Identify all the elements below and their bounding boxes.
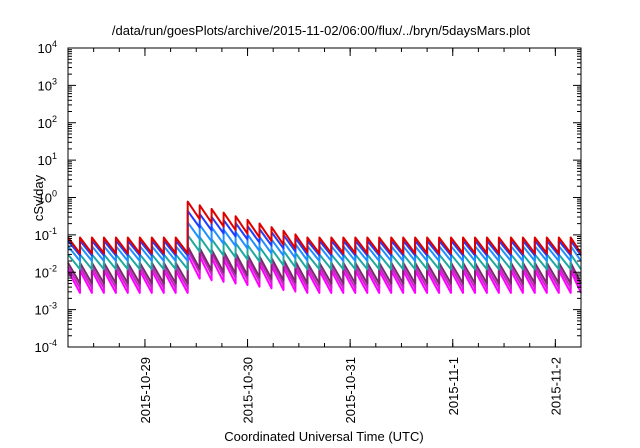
x-tick-label: 2015-10-29	[138, 357, 153, 424]
series-layer	[67, 200, 582, 294]
y-tick-label: 10-1	[35, 226, 57, 243]
plot-frame	[67, 47, 582, 348]
axis-layer: 10-4 10-3 10-2 10-1 100 101 102 103 104 2015-10-2…	[35, 39, 582, 424]
y-tick-label: 102	[38, 114, 57, 131]
y-tick-label: 101	[38, 151, 57, 168]
x-tick-label: 2015-11-1	[446, 357, 461, 415]
y-tick-label: 103	[38, 76, 57, 93]
x-tick-label: 2015-10-31	[343, 357, 358, 424]
series-line	[67, 221, 582, 262]
x-tick-label: 2015-10-30	[241, 357, 256, 424]
series-line	[67, 200, 582, 255]
series-line	[67, 234, 582, 271]
y-tick-label: 100	[38, 189, 57, 206]
series-line	[67, 209, 582, 257]
y-tick-label: 10-3	[35, 301, 57, 318]
series-line	[67, 253, 582, 294]
y-tick-label: 104	[38, 39, 57, 56]
y-tick-label: 10-4	[35, 338, 57, 355]
series-line	[67, 245, 582, 285]
x-axis-label: Coordinated Universal Time (UTC)	[224, 429, 423, 444]
series-line	[67, 249, 582, 289]
y-axis-label: cSv/day	[31, 174, 46, 221]
y-tick-label: 10-2	[35, 263, 57, 280]
chart-title: /data/run/goesPlots/archive/2015-11-02/0…	[112, 23, 531, 38]
x-tick-label: 2015-11-2	[548, 357, 563, 415]
